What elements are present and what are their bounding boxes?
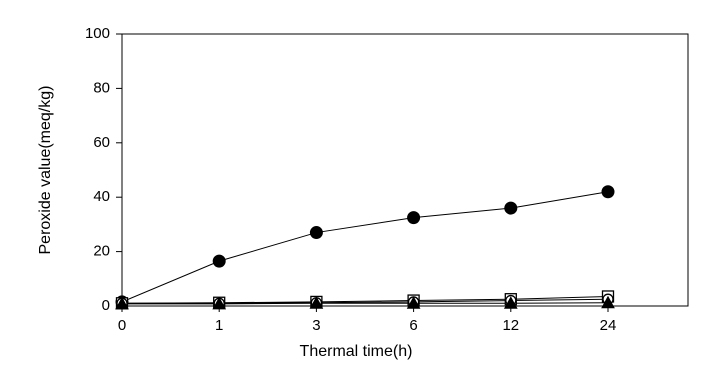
y-tick-label: 60: [93, 134, 110, 151]
marker: [309, 296, 324, 309]
y-tick-label: 0: [102, 297, 110, 314]
y-tick-label: 20: [93, 243, 110, 260]
marker: [309, 226, 323, 240]
marker: [212, 254, 226, 268]
x-tick-label: 6: [409, 317, 417, 334]
x-tick-label: 3: [312, 317, 320, 334]
marker: [601, 295, 615, 309]
x-tick-label: 0: [118, 317, 126, 334]
y-tick-label: 100: [85, 25, 110, 42]
y-tick-label: 80: [93, 79, 110, 96]
y-tick-label: 40: [93, 188, 110, 205]
series-line: [122, 302, 609, 305]
marker: [601, 185, 615, 199]
marker: [504, 201, 518, 215]
x-tick-label: 12: [502, 317, 519, 334]
marker: [115, 296, 129, 310]
y-axis-title: Peroxide value(meq/kg): [37, 86, 54, 255]
x-tick-label: 24: [600, 317, 617, 334]
marker: [212, 296, 227, 310]
x-axis-title: Thermal time(h): [300, 343, 413, 360]
marker: [406, 296, 421, 309]
plot-frame: [121, 33, 689, 307]
marker: [503, 296, 518, 309]
series-line: [121, 191, 609, 303]
series-line: [122, 298, 609, 304]
x-tick-label: 1: [215, 317, 223, 334]
marker: [407, 211, 421, 225]
